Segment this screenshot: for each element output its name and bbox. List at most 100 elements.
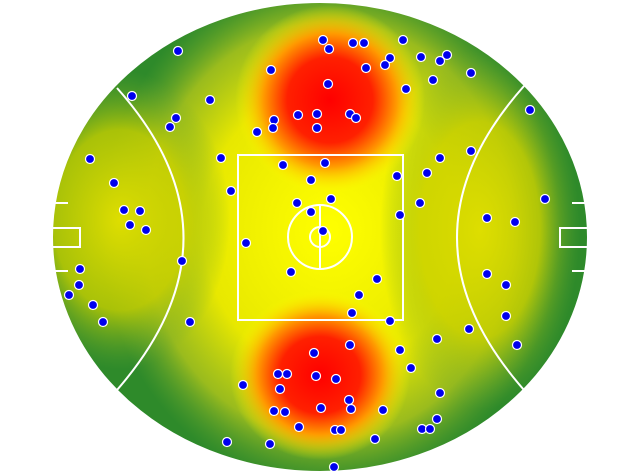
point	[268, 405, 280, 417]
point	[118, 204, 130, 216]
point	[277, 159, 289, 171]
point	[176, 255, 188, 267]
point	[215, 152, 227, 164]
point	[63, 289, 75, 301]
point	[358, 37, 370, 49]
point	[434, 55, 446, 67]
point	[394, 344, 406, 356]
point	[108, 177, 120, 189]
point	[500, 279, 512, 291]
point	[335, 424, 347, 436]
point	[465, 67, 477, 79]
point	[281, 368, 293, 380]
point	[343, 394, 355, 406]
points	[63, 34, 551, 473]
point	[225, 185, 237, 197]
point	[172, 45, 184, 57]
point	[509, 216, 521, 228]
point	[330, 373, 342, 385]
point	[323, 43, 335, 55]
point	[511, 339, 523, 351]
point	[237, 379, 249, 391]
point	[74, 263, 86, 275]
point	[311, 122, 323, 134]
point	[311, 108, 323, 120]
point	[431, 333, 443, 345]
point	[431, 413, 443, 425]
point	[394, 209, 406, 221]
point	[379, 59, 391, 71]
point	[427, 74, 439, 86]
point	[344, 339, 356, 351]
point	[285, 266, 297, 278]
point	[371, 273, 383, 285]
point	[434, 387, 446, 399]
point	[221, 436, 233, 448]
point	[305, 206, 317, 218]
point	[272, 368, 284, 380]
point	[73, 279, 85, 291]
point	[140, 224, 152, 236]
point	[293, 421, 305, 433]
point	[481, 268, 493, 280]
point	[384, 315, 396, 327]
point	[184, 316, 196, 328]
point	[291, 197, 303, 209]
point	[264, 438, 276, 450]
point	[134, 205, 146, 217]
point	[391, 170, 403, 182]
point	[84, 153, 96, 165]
point	[204, 94, 216, 106]
point	[305, 174, 317, 186]
point	[97, 316, 109, 328]
point	[317, 225, 329, 237]
field-lines	[51, 1, 589, 473]
point	[345, 403, 357, 415]
point	[346, 307, 358, 319]
point	[397, 34, 409, 46]
point	[414, 197, 426, 209]
point	[465, 145, 477, 157]
point	[267, 122, 279, 134]
point	[500, 310, 512, 322]
point	[415, 51, 427, 63]
point	[240, 237, 252, 249]
point	[400, 83, 412, 95]
point	[292, 109, 304, 121]
point	[87, 299, 99, 311]
point	[310, 370, 322, 382]
point	[524, 104, 536, 116]
point	[377, 404, 389, 416]
point	[405, 362, 417, 374]
point	[463, 323, 475, 335]
point	[251, 126, 263, 138]
point	[481, 212, 493, 224]
point	[325, 193, 337, 205]
point	[322, 78, 334, 90]
point	[315, 402, 327, 414]
point	[424, 423, 436, 435]
point	[384, 52, 396, 64]
point	[279, 406, 291, 418]
point	[441, 49, 453, 61]
point	[317, 34, 329, 46]
point	[319, 157, 331, 169]
point	[360, 62, 372, 74]
point	[353, 289, 365, 301]
point	[265, 64, 277, 76]
point	[539, 193, 551, 205]
point	[350, 112, 362, 124]
point	[274, 383, 286, 395]
point	[347, 37, 359, 49]
point	[308, 347, 320, 359]
point	[126, 90, 138, 102]
point	[434, 152, 446, 164]
point	[369, 433, 381, 445]
point	[328, 461, 340, 473]
point	[170, 112, 182, 124]
point	[124, 219, 136, 231]
point	[164, 121, 176, 133]
point	[421, 167, 433, 179]
